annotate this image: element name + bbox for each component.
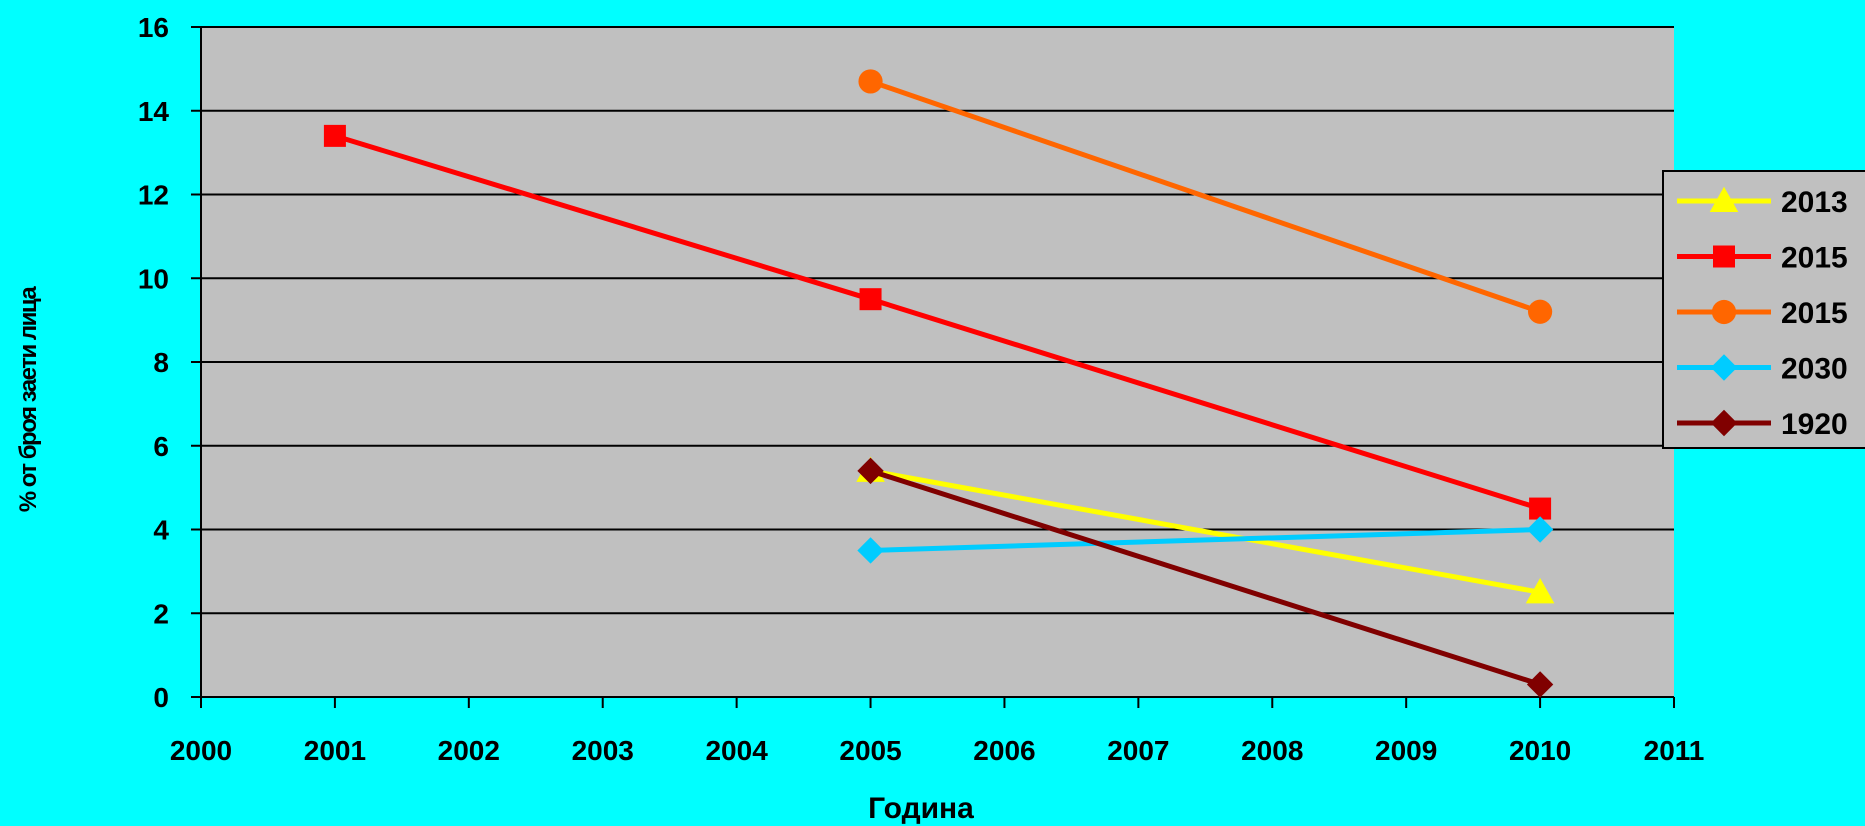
legend-label: 2030 [1781,353,1848,386]
data-point [1710,409,1738,437]
data-point [1709,186,1739,212]
x-tick-label: 2000 [170,735,232,766]
y-tick-label: 2 [153,598,169,629]
series-3 [857,516,1554,564]
y-tick-label: 0 [153,682,169,713]
series-4 [857,457,1554,698]
legend-label: 2015 [1781,242,1848,275]
x-tick-label: 2008 [1241,735,1303,766]
y-tick-label: 10 [138,263,169,294]
data-point [1711,299,1737,325]
data-point [1713,245,1735,268]
y-tick-label: 16 [138,12,169,43]
legend-entry: 2013 [1677,186,1848,219]
legend: 2013 2015 2015 2030 1920 [1662,170,1865,449]
data-point [1525,578,1555,604]
series-line [870,468,1541,595]
y-tick-labels: 0 2 4 6 8 10 12 14 16 [138,12,170,713]
data-point [858,69,883,94]
legend-label: 1920 [1781,408,1848,441]
series-line [869,468,1541,687]
series-2 [858,69,1553,324]
x-tick-label: 2010 [1509,735,1571,766]
data-point [857,457,884,485]
axes [191,26,1675,708]
data-point [1527,299,1553,324]
y-tick-label: 8 [153,347,169,378]
x-tick-label: 2006 [973,735,1035,766]
x-axis-title: Година [868,792,974,825]
y-tick-label: 4 [153,515,169,546]
data-point [1526,671,1554,698]
legend-entry: 2030 [1677,353,1848,386]
x-tick-labels: 2000 2001 2002 2003 2004 2005 2006 2007 2008 2009… [170,735,1705,766]
grid-lines [201,26,1674,615]
series-group [323,69,1555,698]
x-tick-label: 2009 [1375,735,1437,766]
data-point [1710,354,1738,381]
legend-entry: 2015 [1677,242,1848,275]
x-tick-label: 2001 [304,735,366,766]
y-tick-label: 6 [153,431,169,462]
data-point [859,288,882,311]
data-point [1529,497,1552,520]
x-tick-label: 2005 [839,735,901,766]
data-point [1526,516,1554,543]
x-tick-label: 2003 [572,735,634,766]
legend-label: 2015 [1781,297,1848,330]
x-tick-label: 2002 [438,735,500,766]
x-tick-label: 2011 [1644,735,1705,766]
series-1 [323,124,1552,520]
data-point [323,124,346,147]
x-tick-label: 2007 [1107,735,1169,766]
y-axis-title: % от броя заети лица [15,286,42,513]
series-line [870,527,1541,553]
legend-label: 2013 [1781,186,1848,219]
x-tick-label: 2004 [705,735,768,766]
y-tick-label: 12 [138,180,169,211]
y-tick-label: 14 [138,96,170,127]
legend-entry: 1920 [1677,408,1848,441]
series-line [869,79,1541,315]
data-point [857,537,884,564]
legend-entry: 2015 [1677,297,1848,330]
